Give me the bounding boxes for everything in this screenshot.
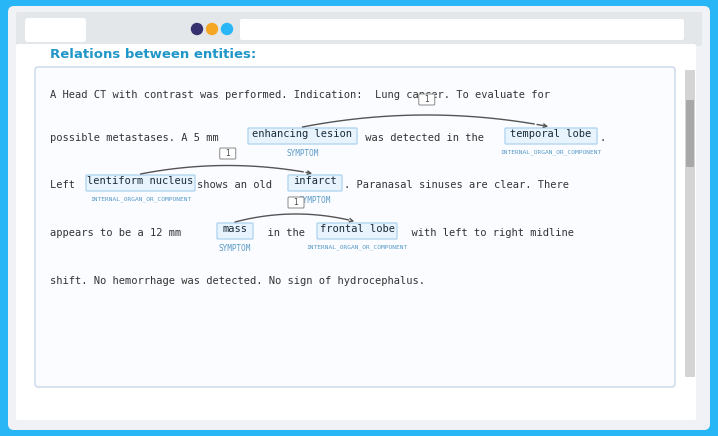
FancyBboxPatch shape <box>419 94 435 105</box>
FancyBboxPatch shape <box>86 175 195 191</box>
Text: in the: in the <box>255 228 311 238</box>
Text: INTERNAL_ORGAN_OR_COMPONENT: INTERNAL_ORGAN_OR_COMPONENT <box>307 244 408 249</box>
Text: Left: Left <box>50 180 81 190</box>
Text: shows an old: shows an old <box>197 180 279 190</box>
FancyBboxPatch shape <box>248 128 357 144</box>
Text: possible metastases. A 5 mm: possible metastases. A 5 mm <box>50 133 225 143</box>
Text: INTERNAL_ORGAN_OR_COMPONENT: INTERNAL_ORGAN_OR_COMPONENT <box>500 149 602 155</box>
Text: . Paranasal sinuses are clear. There: . Paranasal sinuses are clear. There <box>344 180 569 190</box>
Text: INTERNAL_ORGAN_OR_COMPONENT: INTERNAL_ORGAN_OR_COMPONENT <box>90 196 191 201</box>
Text: mass: mass <box>223 224 248 234</box>
Text: SYMPTOM: SYMPTOM <box>286 149 319 158</box>
Text: Relations between entities:: Relations between entities: <box>50 48 256 61</box>
FancyBboxPatch shape <box>220 148 236 159</box>
Text: appears to be a 12 mm: appears to be a 12 mm <box>50 228 187 238</box>
Text: lentiform nucleus: lentiform nucleus <box>88 176 194 186</box>
Text: frontal lobe: frontal lobe <box>320 224 394 234</box>
Text: 1: 1 <box>294 198 299 207</box>
Text: SYMPTOM: SYMPTOM <box>299 196 331 205</box>
FancyBboxPatch shape <box>25 18 86 42</box>
FancyBboxPatch shape <box>505 128 597 144</box>
FancyBboxPatch shape <box>685 70 695 377</box>
Circle shape <box>221 24 233 34</box>
Text: 1: 1 <box>225 149 230 158</box>
Text: enhancing lesion: enhancing lesion <box>253 129 353 139</box>
FancyBboxPatch shape <box>240 19 684 40</box>
FancyBboxPatch shape <box>288 175 342 191</box>
Text: shift. No hemorrhage was detected. No sign of hydrocephalus.: shift. No hemorrhage was detected. No si… <box>50 276 425 286</box>
Text: .: . <box>599 133 605 143</box>
Text: SYMPTOM: SYMPTOM <box>219 244 251 253</box>
Text: A Head CT with contrast was performed. Indication:  Lung cancer. To evaluate for: A Head CT with contrast was performed. I… <box>50 90 550 100</box>
Text: 1: 1 <box>424 95 429 104</box>
Text: infarct: infarct <box>293 176 337 186</box>
FancyBboxPatch shape <box>8 6 710 430</box>
FancyBboxPatch shape <box>16 12 702 46</box>
FancyBboxPatch shape <box>288 197 304 208</box>
Text: with left to right midline: with left to right midline <box>399 228 574 238</box>
Circle shape <box>207 24 218 34</box>
FancyBboxPatch shape <box>217 223 253 239</box>
Text: temporal lobe: temporal lobe <box>510 129 592 139</box>
FancyBboxPatch shape <box>317 223 397 239</box>
FancyBboxPatch shape <box>686 100 694 167</box>
Text: was detected in the: was detected in the <box>359 133 490 143</box>
Circle shape <box>192 24 202 34</box>
FancyBboxPatch shape <box>16 44 696 420</box>
FancyBboxPatch shape <box>35 67 675 387</box>
